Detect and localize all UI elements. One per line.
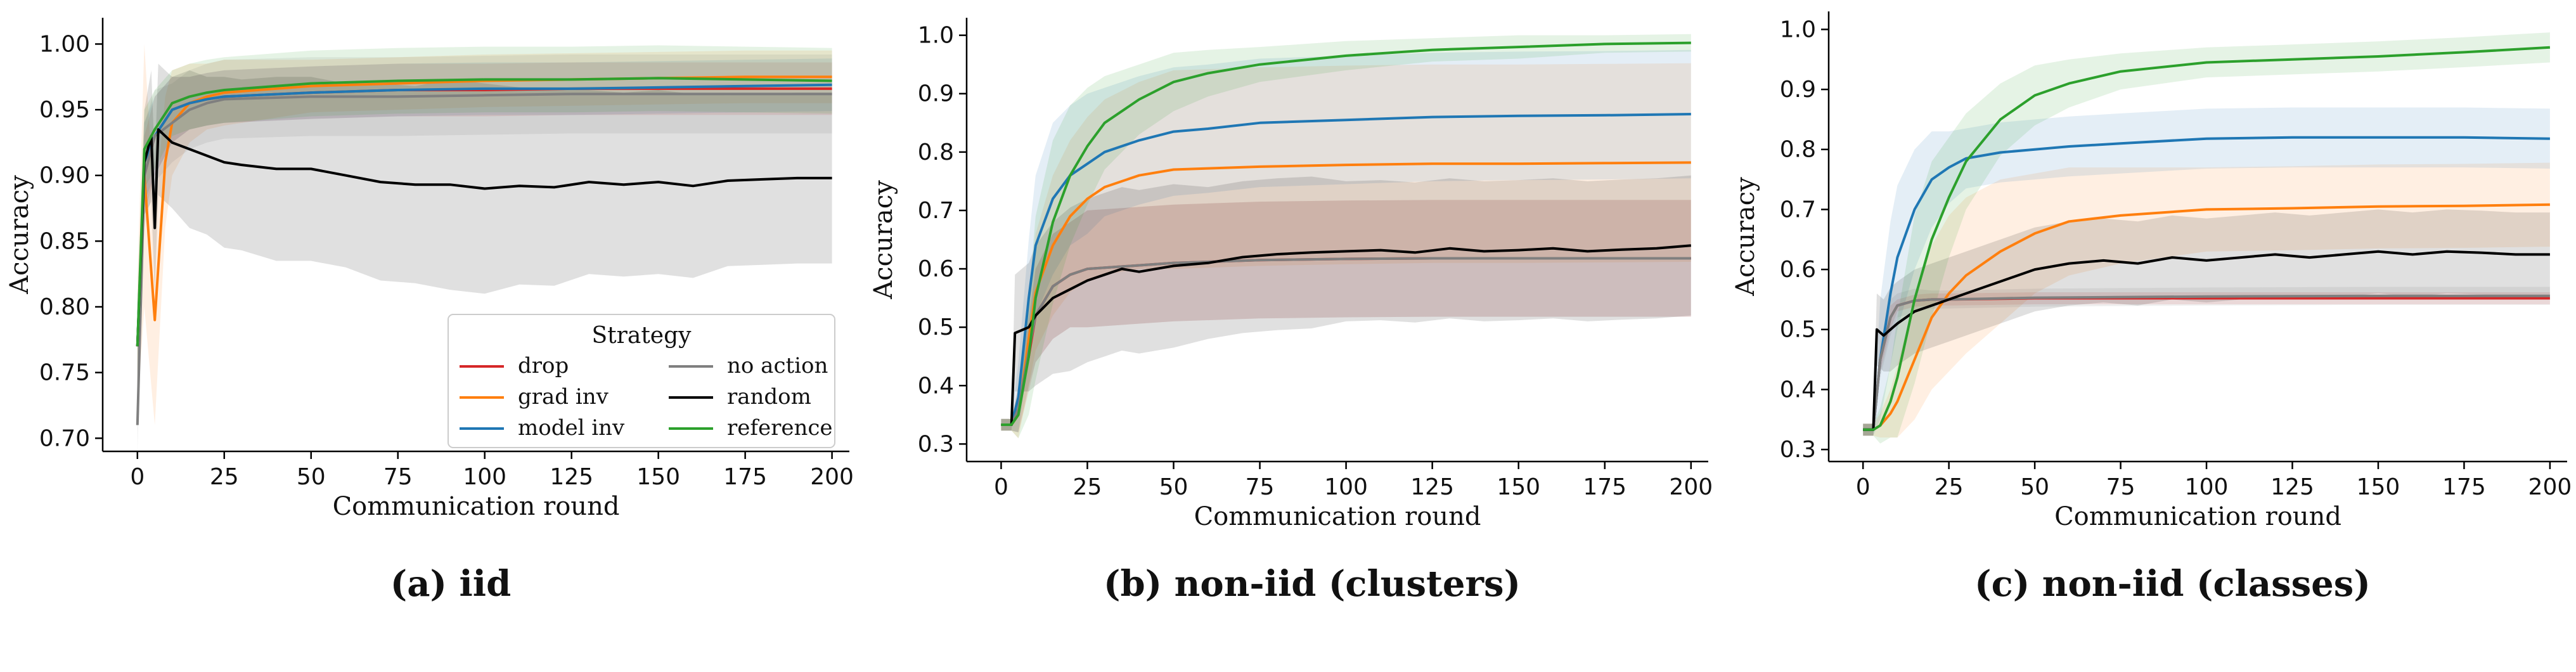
y-tick-label: 0.70 [39, 425, 90, 451]
series-line-reference [1001, 41, 1691, 426]
x-tick-label: 75 [383, 464, 413, 490]
y-axis-label: Accuracy [869, 180, 898, 300]
band-grad-inv [1863, 162, 2550, 438]
series-line-model-inv [1001, 113, 1691, 426]
x-axis-label: Communication round [333, 492, 620, 521]
x-tick-label: 0 [994, 474, 1008, 500]
y-tick-label: 0.90 [39, 163, 90, 189]
x-tick-label: 100 [463, 464, 506, 490]
x-tick-label: 50 [2020, 474, 2049, 500]
y-tick-label: 0.5 [1780, 317, 1816, 343]
x-tick-label: 25 [1073, 474, 1102, 500]
y-tick-label: 0.8 [1780, 137, 1816, 163]
x-tick-label: 25 [1935, 474, 1964, 500]
y-tick-label: 0.6 [1780, 257, 1816, 283]
x-tick-label: 200 [810, 464, 854, 490]
band-grad-inv [137, 44, 832, 425]
series-line-reference [136, 77, 832, 347]
y-tick-label: 1.0 [918, 23, 954, 49]
series-line-reference [1863, 46, 2551, 431]
band-model-inv [1863, 107, 2550, 436]
y-tick-label: 1.0 [1780, 16, 1816, 42]
x-tick-label: 25 [210, 464, 239, 490]
y-tick-label: 0.95 [39, 97, 90, 123]
band-random [1001, 175, 1691, 431]
y-tick-label: 0.4 [1780, 377, 1816, 403]
x-tick-label: 200 [2528, 474, 2572, 500]
x-tick-label: 175 [723, 464, 767, 490]
legend-entry-label: drop [518, 353, 569, 378]
x-axis-label: Communication round [1194, 502, 1481, 531]
legend-entry-label: reference [727, 415, 833, 441]
band-random [1863, 209, 2550, 436]
legend: Strategy drop grad inv model inv no action ra… [448, 314, 835, 448]
series-line-no-action [1863, 294, 2550, 431]
y-tick-label: 0.75 [39, 360, 90, 386]
series-line-grad-inv [1863, 203, 2550, 431]
x-tick-label: 150 [1497, 474, 1540, 500]
y-tick-label: 0.3 [1780, 437, 1816, 463]
x-tick-label: 0 [130, 464, 145, 490]
x-tick-label: 125 [1410, 474, 1454, 500]
y-tick-label: 0.80 [39, 294, 90, 320]
series-line-random [1863, 250, 2550, 431]
series-line-model-inv [1863, 136, 2550, 431]
series-line-random [136, 128, 832, 347]
x-tick-label: 125 [550, 464, 593, 490]
x-tick-label: 50 [1159, 474, 1188, 500]
y-axis-label: Accuracy [1731, 177, 1760, 297]
x-tick-label: 0 [1856, 474, 1871, 500]
legend-entry-label: random [727, 384, 811, 410]
y-tick-label: 0.9 [918, 81, 954, 107]
legend-entry-label: model inv [518, 415, 625, 441]
x-tick-label: 200 [1669, 474, 1713, 500]
legend-box [448, 314, 835, 448]
legend-entry-label: grad inv [518, 384, 609, 410]
y-tick-label: 0.9 [1780, 77, 1816, 103]
legend-title: Strategy [592, 323, 692, 349]
chart-panel-1: 0 25 50 75 100 125 150 175 200 0.3 0.4 0.5 0.6 0.7 0.8… [869, 18, 1713, 605]
band-model-inv [1001, 49, 1691, 432]
x-tick-label: 75 [2106, 474, 2135, 500]
y-tick-label: 0.6 [918, 256, 954, 282]
chart-panel-0: 0 25 50 75 100 125 150 175 200 0.70 0.75 0.80 0.85 0.… [5, 18, 854, 605]
series-line-random [1001, 244, 1691, 426]
x-tick-label: 125 [2270, 474, 2314, 500]
chart-panel-2: 0 25 50 75 100 125 150 175 200 0.3 0.4 0.5 0.6 0.7 0.8… [1731, 11, 2572, 605]
legend-entry-label: no action [727, 353, 828, 378]
y-tick-label: 0.4 [918, 373, 954, 399]
x-tick-label: 175 [1583, 474, 1626, 500]
band-no-action [1863, 287, 2550, 436]
panel-caption: (c) non-iid (classes) [1974, 563, 2371, 605]
y-tick-label: 1.00 [39, 31, 90, 57]
y-tick-label: 0.7 [918, 198, 954, 224]
x-axis-label: Communication round [2054, 502, 2341, 531]
x-tick-label: 100 [2185, 474, 2229, 500]
x-tick-label: 100 [1324, 474, 1368, 500]
x-tick-label: 150 [636, 464, 680, 490]
x-tick-label: 75 [1246, 474, 1275, 500]
y-tick-label: 0.5 [918, 314, 954, 340]
panel-caption: (b) non-iid (clusters) [1104, 563, 1521, 605]
band-random [137, 63, 832, 386]
y-axis-label: Accuracy [5, 175, 34, 295]
series-line-grad-inv [1001, 161, 1691, 426]
y-tick-label: 0.7 [1780, 197, 1816, 223]
y-tick-label: 0.8 [918, 139, 954, 165]
panel-caption: (a) iid [390, 563, 511, 605]
x-tick-label: 50 [297, 464, 326, 490]
band-model-inv [137, 58, 832, 386]
y-tick-label: 0.85 [39, 228, 90, 254]
y-tick-label: 0.3 [918, 431, 954, 457]
x-tick-label: 150 [2357, 474, 2400, 500]
x-tick-label: 175 [2442, 474, 2486, 500]
